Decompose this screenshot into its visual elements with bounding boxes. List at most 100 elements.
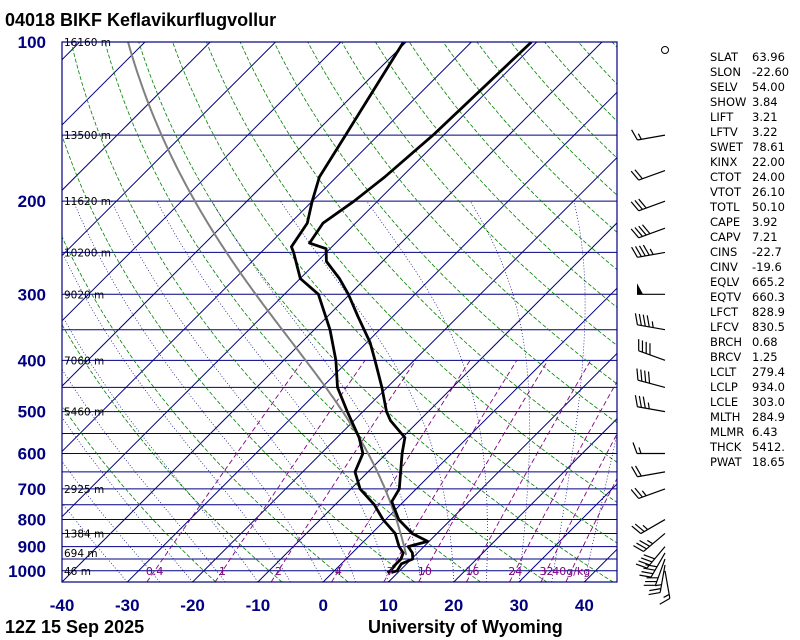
barb-full bbox=[634, 313, 639, 325]
mixing-ratio-line bbox=[383, 360, 518, 582]
dry-adiabat-line bbox=[62, 404, 217, 582]
isotherm-line bbox=[322, 287, 617, 582]
index-key: PWAT bbox=[710, 455, 742, 469]
wind-barb bbox=[630, 224, 666, 239]
isotherm-line bbox=[257, 222, 617, 582]
mixing-ratio-line bbox=[466, 360, 592, 582]
isotherm-line bbox=[192, 156, 617, 582]
wind-barb bbox=[637, 283, 665, 295]
barb-full bbox=[636, 368, 639, 381]
index-key: SHOW bbox=[710, 95, 747, 109]
index-row: MLMR 6.43 bbox=[710, 425, 798, 440]
index-row: CINV -19.6 bbox=[710, 260, 798, 275]
index-key: SELV bbox=[710, 80, 738, 94]
barb-full bbox=[634, 227, 643, 237]
dry-adiabat-line bbox=[70, 42, 481, 582]
index-row: BRCH 0.68 bbox=[710, 335, 798, 350]
mixing-ratio-line bbox=[509, 380, 617, 582]
barb-half bbox=[638, 447, 642, 454]
barb-full bbox=[643, 554, 655, 560]
index-value: 3.92 bbox=[752, 215, 778, 229]
barb-full bbox=[642, 244, 650, 256]
isotherm-line bbox=[62, 42, 146, 126]
dry-adiabat-line bbox=[62, 134, 415, 582]
moist-adiabat-line bbox=[62, 368, 226, 582]
index-key: CINV bbox=[710, 260, 738, 274]
barb-staff bbox=[650, 552, 666, 578]
barb-staff bbox=[640, 519, 666, 535]
height-label: 10200 m bbox=[64, 247, 111, 259]
dry-adiabat-line bbox=[104, 42, 548, 582]
index-key: SWET bbox=[710, 140, 743, 154]
barb-staff bbox=[659, 564, 666, 593]
wind-barb bbox=[643, 558, 666, 586]
mixing-ratio-label: 1 bbox=[219, 565, 226, 578]
barb-full bbox=[633, 545, 644, 552]
moist-adiabat-line bbox=[62, 251, 291, 582]
mixing-ratio-line bbox=[540, 433, 617, 582]
index-row: CAPE 3.92 bbox=[710, 215, 798, 230]
mixing-ratio-line bbox=[565, 477, 617, 582]
dry-adiabat-line bbox=[206, 42, 617, 503]
wind-barb bbox=[634, 313, 666, 331]
barb-full bbox=[634, 487, 643, 498]
index-value: 24.00 bbox=[752, 170, 785, 184]
barb-half bbox=[647, 539, 654, 545]
index-key: LIFT bbox=[710, 110, 734, 124]
index-value: -22.60 bbox=[752, 65, 790, 79]
isotherm-line bbox=[62, 42, 276, 257]
barb-staff bbox=[664, 570, 671, 599]
pressure-tick-label: 300 bbox=[18, 285, 46, 304]
index-key: VTOT bbox=[710, 185, 741, 199]
temperature-tick-label: -40 bbox=[50, 596, 75, 615]
index-key: CAPV bbox=[710, 230, 741, 244]
parcel-path-line bbox=[127, 42, 408, 556]
height-label: 9020 m bbox=[64, 289, 104, 301]
height-label: 1384 m bbox=[64, 528, 104, 540]
index-value: 7.21 bbox=[752, 230, 778, 244]
wind-barb bbox=[630, 487, 666, 500]
isotherm-line bbox=[62, 42, 538, 518]
isotherm-line bbox=[126, 91, 617, 582]
height-label: 11620 m bbox=[64, 196, 111, 208]
barb-half bbox=[655, 584, 662, 587]
pressure-tick-label: 700 bbox=[18, 480, 46, 499]
barb-staff bbox=[637, 134, 666, 141]
barb-full bbox=[645, 564, 658, 568]
barb-full bbox=[638, 560, 650, 566]
isotherm-line bbox=[388, 352, 617, 582]
calm-circle bbox=[661, 46, 669, 54]
temperature-tick-label: 10 bbox=[379, 596, 398, 615]
wind-barb bbox=[631, 465, 666, 478]
index-value: 50.10 bbox=[752, 200, 785, 214]
wind-barb bbox=[648, 564, 666, 596]
wind-barb bbox=[630, 198, 666, 212]
isotherm-line bbox=[62, 42, 81, 61]
isotherm-line bbox=[62, 42, 407, 387]
barb-half bbox=[641, 490, 647, 497]
temperature-tick-label: 30 bbox=[510, 596, 529, 615]
isotherm-line bbox=[62, 42, 603, 582]
barb-full bbox=[646, 315, 650, 328]
temperature-tick-label: 20 bbox=[444, 596, 463, 615]
index-row: SWET 78.61 bbox=[710, 140, 798, 155]
dry-adiabat-line bbox=[273, 42, 617, 424]
moist-adiabat-line bbox=[366, 200, 488, 582]
barb-full bbox=[634, 523, 645, 533]
index-row: LFTV 3.22 bbox=[710, 125, 798, 140]
index-row: LCLT 279.4 bbox=[710, 365, 798, 380]
data-source: University of Wyoming bbox=[368, 617, 563, 637]
observation-time: 12Z 15 Sep 2025 bbox=[5, 617, 145, 637]
height-label: 694 m bbox=[64, 548, 98, 560]
wind-barb bbox=[661, 46, 669, 54]
dry-adiabat-line bbox=[307, 42, 617, 385]
index-value: -22.7 bbox=[752, 245, 782, 259]
mixing-ratio-label: 0.4 bbox=[146, 565, 164, 578]
barb-staff bbox=[646, 546, 666, 569]
dry-adiabat-line bbox=[62, 235, 349, 582]
mixing-ratio-label: 7 bbox=[387, 565, 394, 578]
pressure-tick-label: 600 bbox=[18, 444, 46, 463]
wind-barb bbox=[638, 339, 666, 361]
index-value: 934.0 bbox=[752, 380, 785, 394]
index-value: 828.9 bbox=[752, 305, 785, 319]
